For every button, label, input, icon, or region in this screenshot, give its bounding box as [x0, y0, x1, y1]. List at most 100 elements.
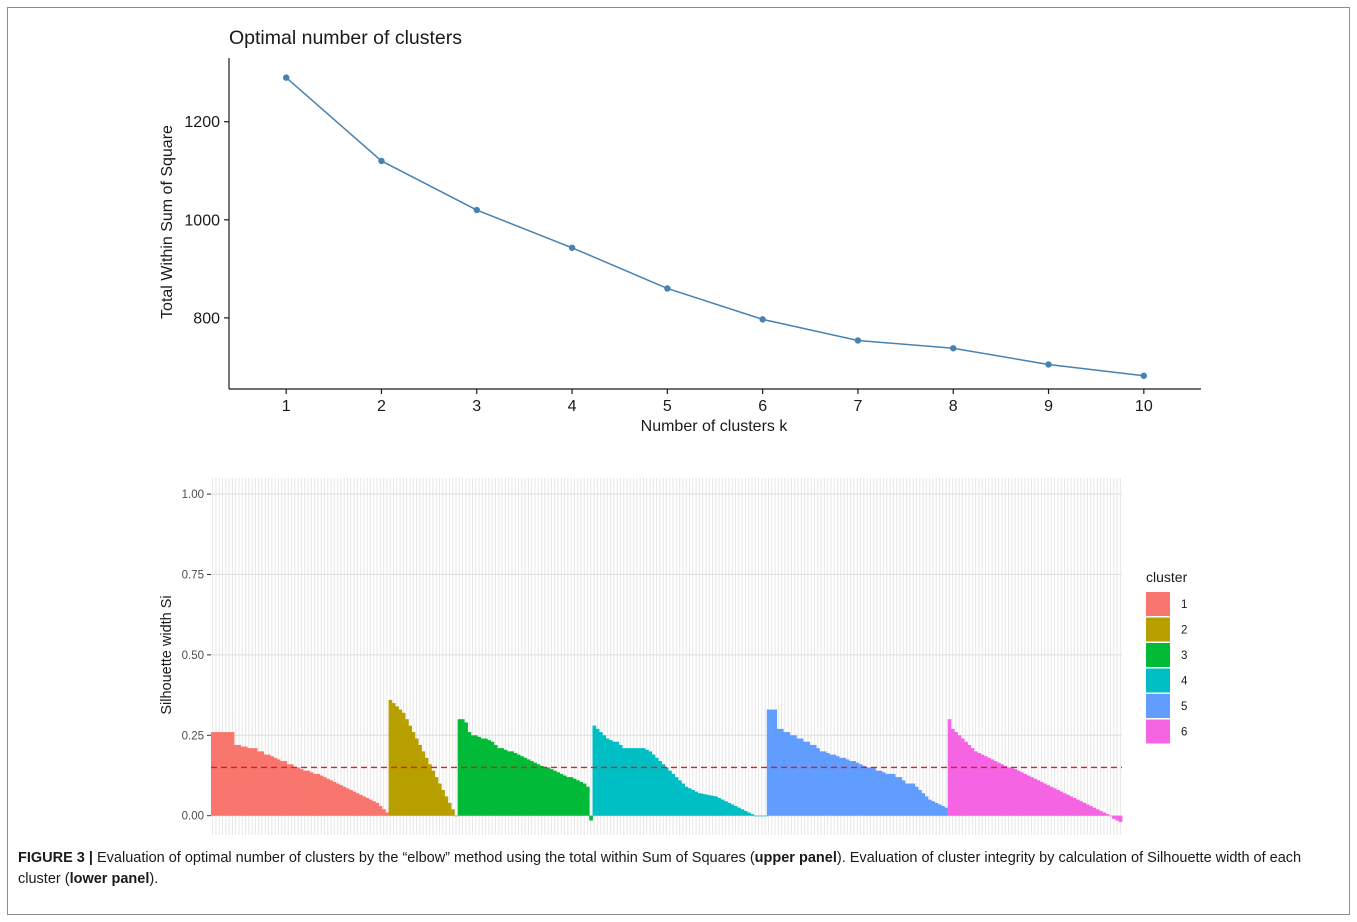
silhouette-bar: [1075, 799, 1080, 816]
silhouette-bar: [1118, 815, 1123, 823]
silhouette-bar: [750, 814, 755, 816]
silhouette-bar: [957, 735, 962, 816]
silhouette-bar: [247, 748, 251, 816]
silhouette-bar: [651, 754, 656, 816]
silhouette-bar: [1033, 778, 1037, 816]
silhouette-bar: [980, 754, 985, 816]
silhouette-bar: [770, 709, 774, 816]
silhouette-bar: [950, 728, 955, 816]
silhouette-bar: [451, 809, 455, 816]
legend-label: 4: [1181, 676, 1188, 688]
silhouette-bar: [891, 773, 896, 816]
legend-swatch: [1146, 694, 1170, 718]
silhouette-bar: [572, 778, 577, 816]
silhouette-bar: [1029, 777, 1034, 816]
elbow-y-tick-label: 800: [193, 310, 220, 327]
elbow-y-tick-label: 1000: [184, 212, 220, 229]
silhouette-bar: [510, 751, 514, 816]
silhouette-bar: [276, 759, 281, 816]
silhouette-bar: [658, 761, 662, 816]
silhouette-bar: [1010, 767, 1014, 816]
silhouette-bar: [316, 773, 320, 816]
elbow-data-point: [1045, 361, 1052, 368]
silhouette-bar: [622, 748, 626, 816]
elbow-chart: Optimal number of clusters Total Within …: [159, 27, 1201, 435]
legend-label: 1: [1181, 599, 1187, 611]
silhouette-bar: [1066, 794, 1070, 816]
silhouette-bar: [329, 780, 334, 816]
silhouette-bar: [628, 748, 633, 816]
silhouette-bar: [1049, 786, 1054, 816]
elbow-series-line: [285, 77, 1144, 377]
silhouette-bar: [444, 796, 449, 816]
silhouette-bar: [645, 749, 649, 816]
silhouette-bar: [921, 793, 926, 816]
silhouette-bar: [605, 738, 610, 816]
silhouette-bar: [477, 736, 482, 816]
silhouette-bar: [332, 781, 337, 816]
silhouette-bar: [829, 754, 833, 816]
silhouette-bar: [1098, 810, 1103, 816]
silhouette-bar: [1105, 814, 1110, 816]
silhouette-bar: [898, 777, 903, 816]
silhouette-bar: [253, 748, 258, 816]
silhouette-bar: [319, 775, 324, 816]
silhouette-bar: [737, 807, 741, 816]
silhouette-bar: [368, 799, 373, 816]
silhouette-bar: [592, 725, 597, 816]
silhouette-bar: [1115, 815, 1120, 821]
silhouette-bar: [395, 706, 399, 816]
silhouette-bar: [845, 759, 850, 816]
silhouette-bar: [970, 748, 975, 816]
silhouette-bar: [635, 748, 639, 816]
silhouette-bar: [1046, 785, 1051, 816]
silhouette-bar: [1043, 783, 1047, 816]
silhouette-bar: [1003, 765, 1008, 816]
silhouette-bar: [230, 732, 235, 816]
silhouette-bar: [602, 735, 607, 816]
silhouette-bar: [904, 783, 909, 816]
silhouette-bar: [727, 802, 732, 816]
silhouette-bar: [954, 732, 958, 816]
silhouette-bar: [842, 757, 847, 816]
silhouette-bar: [776, 728, 781, 816]
silhouette-bar: [983, 756, 988, 816]
legend-label: 3: [1181, 650, 1187, 662]
silhouette-bar: [1112, 815, 1116, 819]
silhouette-bar: [306, 770, 311, 816]
silhouette-bar: [312, 773, 317, 816]
silhouette-bar: [358, 794, 363, 816]
silhouette-bar: [464, 722, 468, 816]
silhouette-bar: [487, 740, 491, 816]
elbow-data-point: [759, 316, 766, 323]
silhouette-bar: [793, 735, 797, 816]
silhouette-bar: [467, 732, 472, 816]
silhouette-bar: [523, 757, 528, 816]
silhouette-bar: [990, 759, 995, 816]
silhouette-bar: [1036, 780, 1041, 816]
silhouette-bar: [227, 732, 232, 816]
silhouette-bar: [273, 757, 278, 816]
silhouette-bar: [280, 761, 284, 816]
silhouette-bar: [1079, 801, 1083, 816]
silhouette-y-tick-label: 0.50: [182, 650, 204, 662]
legend-swatch: [1146, 668, 1170, 693]
silhouette-bar: [977, 752, 981, 816]
elbow-x-tick-label: 4: [568, 398, 577, 415]
caption-text-3: ).: [149, 871, 159, 887]
silhouette-bar: [720, 799, 725, 816]
silhouette-bar: [763, 815, 768, 817]
silhouette-bar: [543, 767, 547, 816]
silhouette-y-tick-label: 0.00: [182, 811, 204, 823]
silhouette-bar: [490, 741, 495, 816]
silhouette-bar: [868, 767, 873, 816]
silhouette-bar: [701, 793, 705, 816]
silhouette-bar: [974, 751, 978, 816]
silhouette-bar: [730, 804, 735, 816]
silhouette-bar: [678, 780, 682, 816]
silhouette-bar: [520, 756, 524, 816]
silhouette-bar: [493, 744, 498, 816]
silhouette-bar: [240, 746, 245, 816]
silhouette-bar: [783, 732, 787, 816]
silhouette-bar: [717, 798, 722, 816]
